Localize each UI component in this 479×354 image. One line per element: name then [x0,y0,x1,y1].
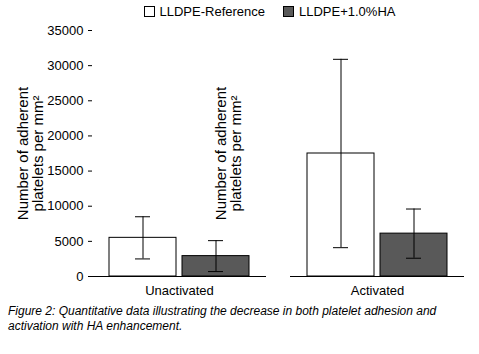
svg-text:Unactivated: Unactivated [145,283,214,298]
svg-text:Number of adherentplatelets pe: Number of adherentplatelets per mm² [212,86,244,220]
svg-text:Number of adherentplatelets pe: Number of adherentplatelets per mm² [14,86,46,220]
svg-text:0: 0 [76,269,83,284]
svg-text:30000: 30000 [47,58,83,73]
svg-text:15000: 15000 [47,163,83,178]
svg-text:25000: 25000 [47,93,83,108]
html-text:LLDPE+1.0%HA: LLDPE+1.0%HA [299,3,396,19]
svg-text:5000: 5000 [55,234,84,249]
svg-text:35000: 35000 [47,23,83,38]
html-text:LLDPE-Reference: LLDPE-Reference [159,3,265,19]
html-text:Figure 2: Quantitative data il: Figure 2: Quantitative data illustrating… [8,304,437,333]
svg-text:20000: 20000 [47,128,83,143]
svg-text:10000: 10000 [47,198,83,213]
svg-text:Activated: Activated [351,283,404,298]
